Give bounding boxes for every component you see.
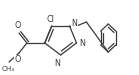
Text: N: N: [55, 58, 61, 68]
Text: O: O: [15, 56, 21, 64]
Text: N: N: [80, 38, 85, 47]
Text: CH₃: CH₃: [2, 66, 15, 72]
Text: N: N: [72, 19, 77, 28]
Text: Cl: Cl: [47, 14, 55, 23]
Text: O: O: [15, 22, 21, 31]
